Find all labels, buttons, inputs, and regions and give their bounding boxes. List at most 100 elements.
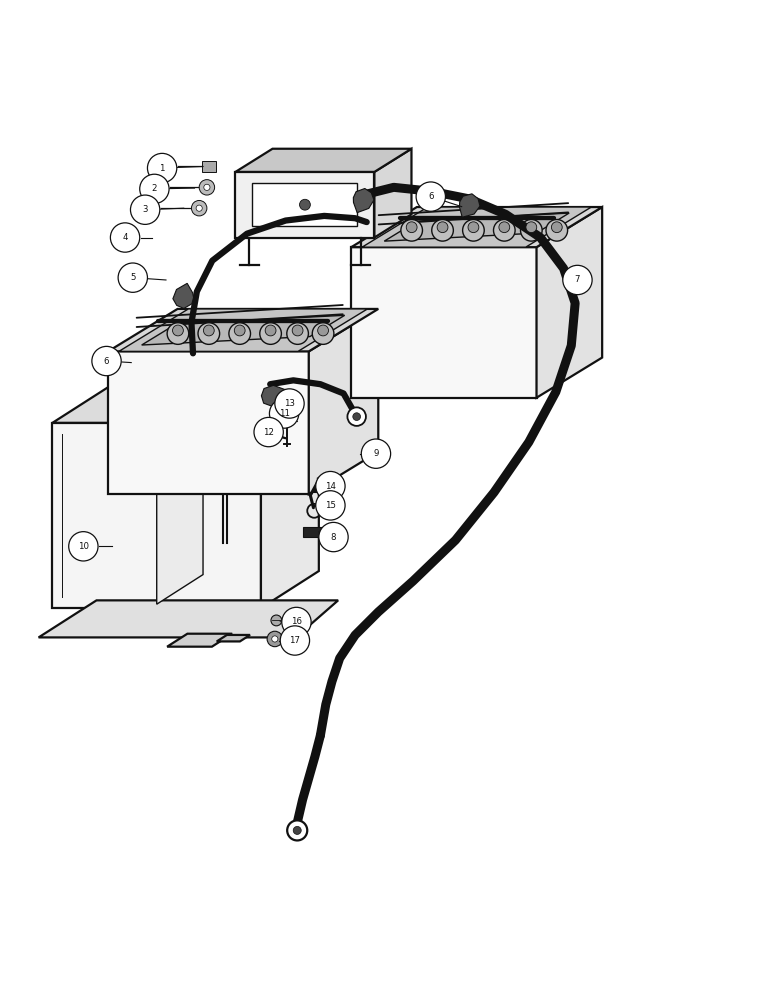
Circle shape bbox=[361, 439, 391, 468]
Circle shape bbox=[493, 220, 515, 241]
Circle shape bbox=[279, 400, 290, 410]
Text: 11: 11 bbox=[279, 409, 290, 418]
Circle shape bbox=[204, 325, 215, 336]
Circle shape bbox=[272, 636, 278, 642]
Circle shape bbox=[275, 389, 304, 418]
Circle shape bbox=[229, 323, 250, 344]
Circle shape bbox=[319, 522, 348, 552]
Circle shape bbox=[353, 413, 361, 420]
Text: 15: 15 bbox=[325, 501, 336, 510]
Circle shape bbox=[147, 153, 177, 183]
Circle shape bbox=[317, 325, 328, 336]
Circle shape bbox=[196, 205, 202, 211]
Circle shape bbox=[316, 491, 345, 520]
Circle shape bbox=[546, 220, 567, 241]
Text: 2: 2 bbox=[151, 184, 157, 193]
Circle shape bbox=[292, 325, 303, 336]
Circle shape bbox=[167, 323, 188, 344]
Circle shape bbox=[92, 346, 121, 376]
Text: 3: 3 bbox=[142, 205, 148, 214]
Polygon shape bbox=[142, 315, 344, 345]
Circle shape bbox=[269, 399, 299, 428]
Text: 6: 6 bbox=[103, 357, 110, 366]
Circle shape bbox=[551, 222, 562, 233]
Circle shape bbox=[204, 184, 210, 190]
Circle shape bbox=[499, 222, 510, 233]
Circle shape bbox=[312, 323, 334, 344]
Circle shape bbox=[259, 323, 281, 344]
Polygon shape bbox=[252, 183, 357, 226]
Polygon shape bbox=[459, 194, 480, 217]
Circle shape bbox=[140, 174, 169, 204]
Polygon shape bbox=[52, 386, 319, 423]
Circle shape bbox=[416, 182, 445, 211]
Circle shape bbox=[271, 615, 282, 626]
Circle shape bbox=[286, 323, 308, 344]
Circle shape bbox=[316, 471, 345, 501]
Circle shape bbox=[267, 631, 283, 647]
Polygon shape bbox=[384, 213, 569, 241]
Circle shape bbox=[520, 220, 542, 241]
Polygon shape bbox=[262, 385, 285, 406]
Circle shape bbox=[191, 200, 207, 216]
Text: 16: 16 bbox=[291, 617, 302, 626]
Circle shape bbox=[563, 265, 592, 295]
Circle shape bbox=[287, 820, 307, 840]
Polygon shape bbox=[202, 161, 216, 172]
Circle shape bbox=[526, 222, 537, 233]
Circle shape bbox=[282, 607, 311, 637]
Polygon shape bbox=[261, 386, 319, 608]
Circle shape bbox=[468, 222, 479, 233]
Circle shape bbox=[347, 407, 366, 426]
Circle shape bbox=[172, 325, 183, 336]
Polygon shape bbox=[119, 309, 367, 351]
Text: 8: 8 bbox=[330, 533, 337, 542]
Circle shape bbox=[293, 826, 301, 834]
Polygon shape bbox=[39, 600, 338, 637]
Text: 1: 1 bbox=[159, 164, 165, 173]
Circle shape bbox=[234, 325, 245, 336]
Text: 7: 7 bbox=[574, 275, 581, 284]
Text: 10: 10 bbox=[78, 542, 89, 551]
Polygon shape bbox=[362, 207, 591, 247]
Circle shape bbox=[462, 220, 484, 241]
Circle shape bbox=[401, 220, 422, 241]
Polygon shape bbox=[52, 423, 261, 608]
Polygon shape bbox=[168, 634, 232, 647]
Circle shape bbox=[130, 195, 160, 224]
Polygon shape bbox=[108, 309, 378, 351]
Polygon shape bbox=[217, 635, 250, 641]
Polygon shape bbox=[351, 207, 602, 247]
Text: 13: 13 bbox=[284, 399, 295, 408]
Polygon shape bbox=[354, 188, 374, 213]
Circle shape bbox=[280, 626, 310, 655]
Circle shape bbox=[437, 222, 448, 233]
Circle shape bbox=[432, 220, 453, 241]
Polygon shape bbox=[303, 527, 330, 537]
Circle shape bbox=[331, 530, 336, 535]
Circle shape bbox=[199, 180, 215, 195]
Text: 5: 5 bbox=[130, 273, 136, 282]
Circle shape bbox=[118, 263, 147, 292]
Polygon shape bbox=[309, 309, 378, 494]
Polygon shape bbox=[173, 283, 194, 308]
Polygon shape bbox=[374, 149, 411, 238]
Circle shape bbox=[198, 323, 220, 344]
Polygon shape bbox=[235, 149, 411, 172]
Polygon shape bbox=[108, 351, 309, 494]
Text: 17: 17 bbox=[290, 636, 300, 645]
Circle shape bbox=[69, 532, 98, 561]
Circle shape bbox=[110, 223, 140, 252]
Text: 6: 6 bbox=[428, 192, 434, 201]
Text: 4: 4 bbox=[122, 233, 128, 242]
Text: 9: 9 bbox=[374, 449, 378, 458]
Circle shape bbox=[406, 222, 417, 233]
Circle shape bbox=[300, 199, 310, 210]
Circle shape bbox=[266, 325, 276, 336]
Text: 14: 14 bbox=[325, 482, 336, 491]
Polygon shape bbox=[235, 172, 374, 238]
Polygon shape bbox=[157, 401, 203, 604]
Text: 12: 12 bbox=[263, 428, 274, 437]
Polygon shape bbox=[537, 207, 602, 398]
Polygon shape bbox=[351, 247, 537, 398]
